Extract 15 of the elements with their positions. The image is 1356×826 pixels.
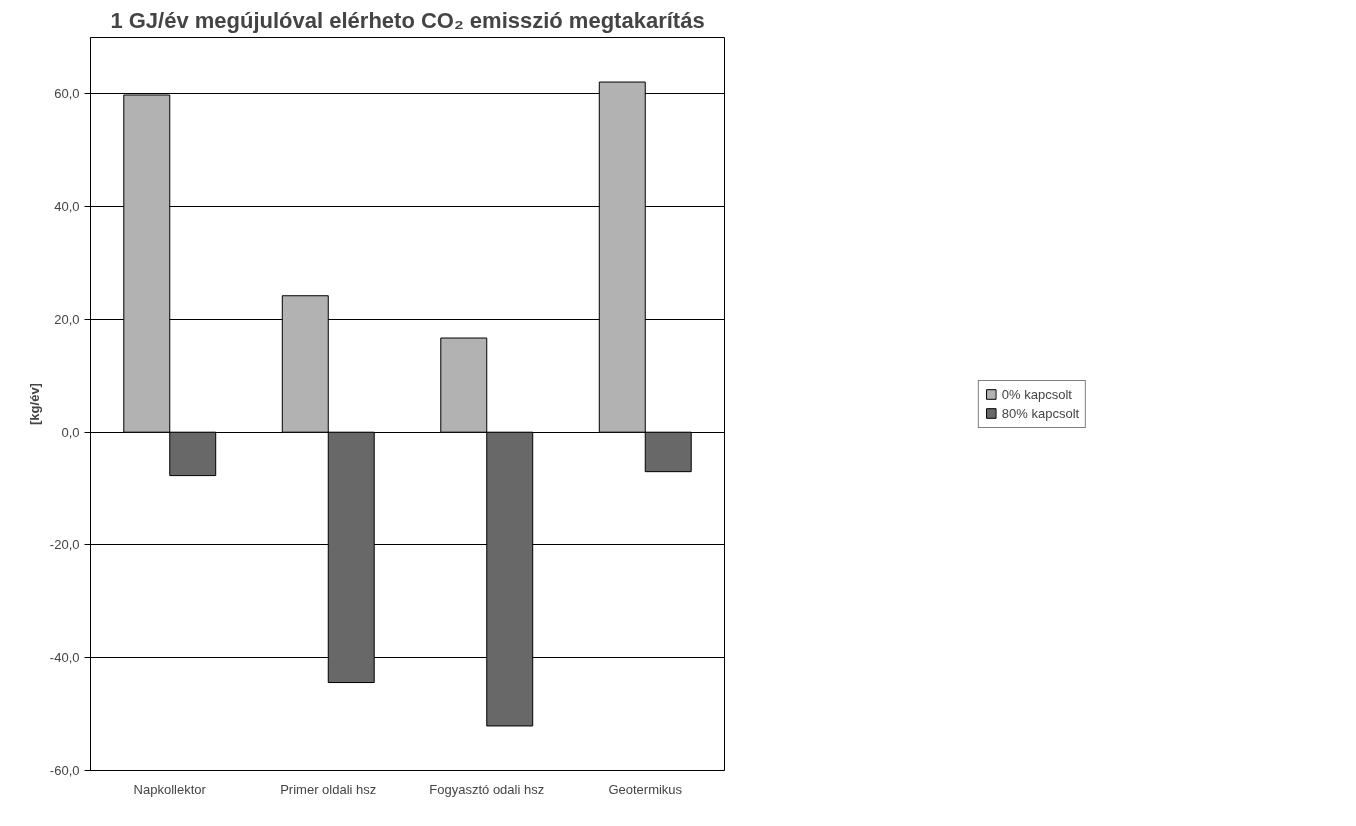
y-axis-title: [kg/év] — [26, 383, 42, 425]
x-tick-label: Geotermikus — [608, 781, 683, 797]
x-tick-label: Fogyasztó odali hsz — [429, 781, 545, 797]
y-tick-label: 20,0 — [54, 311, 80, 327]
y-tick-label: -40,0 — [49, 650, 80, 666]
y-tick-label: 60,0 — [54, 86, 80, 102]
y-tick-label: 0,0 — [61, 424, 80, 440]
y-tick-label: -60,0 — [49, 763, 80, 778]
chart-title: 1 GJ/év megújulóval elérheto CO₂ emisszió megtakarítás — [110, 7, 705, 33]
y-tick-label: -20,0 — [49, 537, 80, 553]
legend-label: 80% kapcsolt — [1001, 405, 1080, 421]
x-tick-label: Napkollektor — [133, 781, 207, 797]
y-tick-label: 40,0 — [54, 199, 80, 215]
legend-label: 0% kapcsolt — [1001, 386, 1072, 402]
x-tick-label: Primer oldali hsz — [280, 781, 377, 797]
